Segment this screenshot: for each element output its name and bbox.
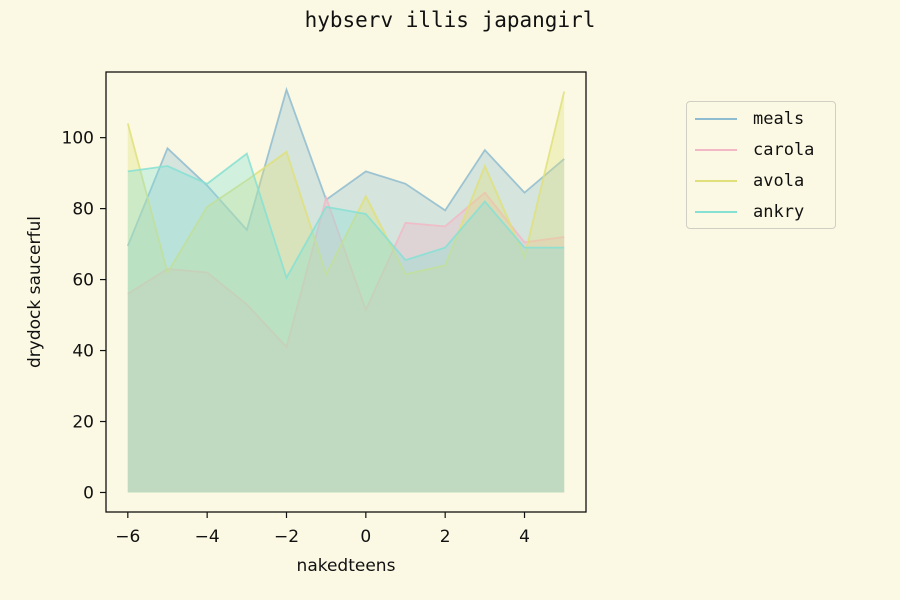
y-tick-label: 0	[83, 483, 94, 503]
area-fill-ankry	[127, 153, 565, 493]
legend-label-ankry: ankry	[753, 202, 805, 222]
area-fill-meals	[127, 89, 565, 493]
legend-label-carola: carola	[753, 140, 815, 160]
x-tick-label: 4	[519, 527, 530, 547]
legend-label-meals: meals	[753, 109, 805, 129]
y-tick-label: 100	[62, 129, 94, 149]
legend: meals carola avola ankry	[686, 101, 836, 229]
y-tick-label: 60	[72, 271, 94, 291]
series-areas	[126, 86, 566, 493]
x-tick-label: −4	[195, 527, 220, 547]
legend-swatch-carola	[695, 149, 737, 151]
area-fill-avola	[127, 91, 565, 493]
x-axis-label: nakedteens	[297, 556, 396, 576]
y-axis-label: drydock saucerful	[25, 216, 45, 368]
legend-item-ankry: ankry	[695, 200, 804, 224]
y-tick-label: 40	[72, 342, 94, 362]
legend-swatch-avola	[695, 180, 737, 182]
legend-label-avola: avola	[753, 171, 805, 191]
series-line-ankry	[127, 152, 565, 281]
plot-frame	[105, 71, 587, 513]
legend-swatch-meals	[695, 118, 737, 120]
x-tick-label: 0	[360, 527, 371, 547]
x-tick-label: 2	[440, 527, 451, 547]
legend-swatch-ankry	[695, 211, 737, 213]
x-tick-label: −6	[115, 527, 140, 547]
series-line-meals	[126, 86, 565, 247]
legend-item-meals: meals	[695, 107, 804, 131]
area-fill-carola	[127, 192, 565, 493]
legend-item-carola: carola	[695, 138, 814, 162]
x-tick-label: −2	[274, 527, 299, 547]
series-line-avola	[126, 91, 566, 277]
series-line-carola	[127, 191, 565, 349]
y-tick-label: 20	[72, 413, 94, 433]
legend-item-avola: avola	[695, 169, 804, 193]
y-tick-label: 80	[72, 200, 94, 220]
chart-title: hybserv illis japangirl	[304, 8, 596, 32]
